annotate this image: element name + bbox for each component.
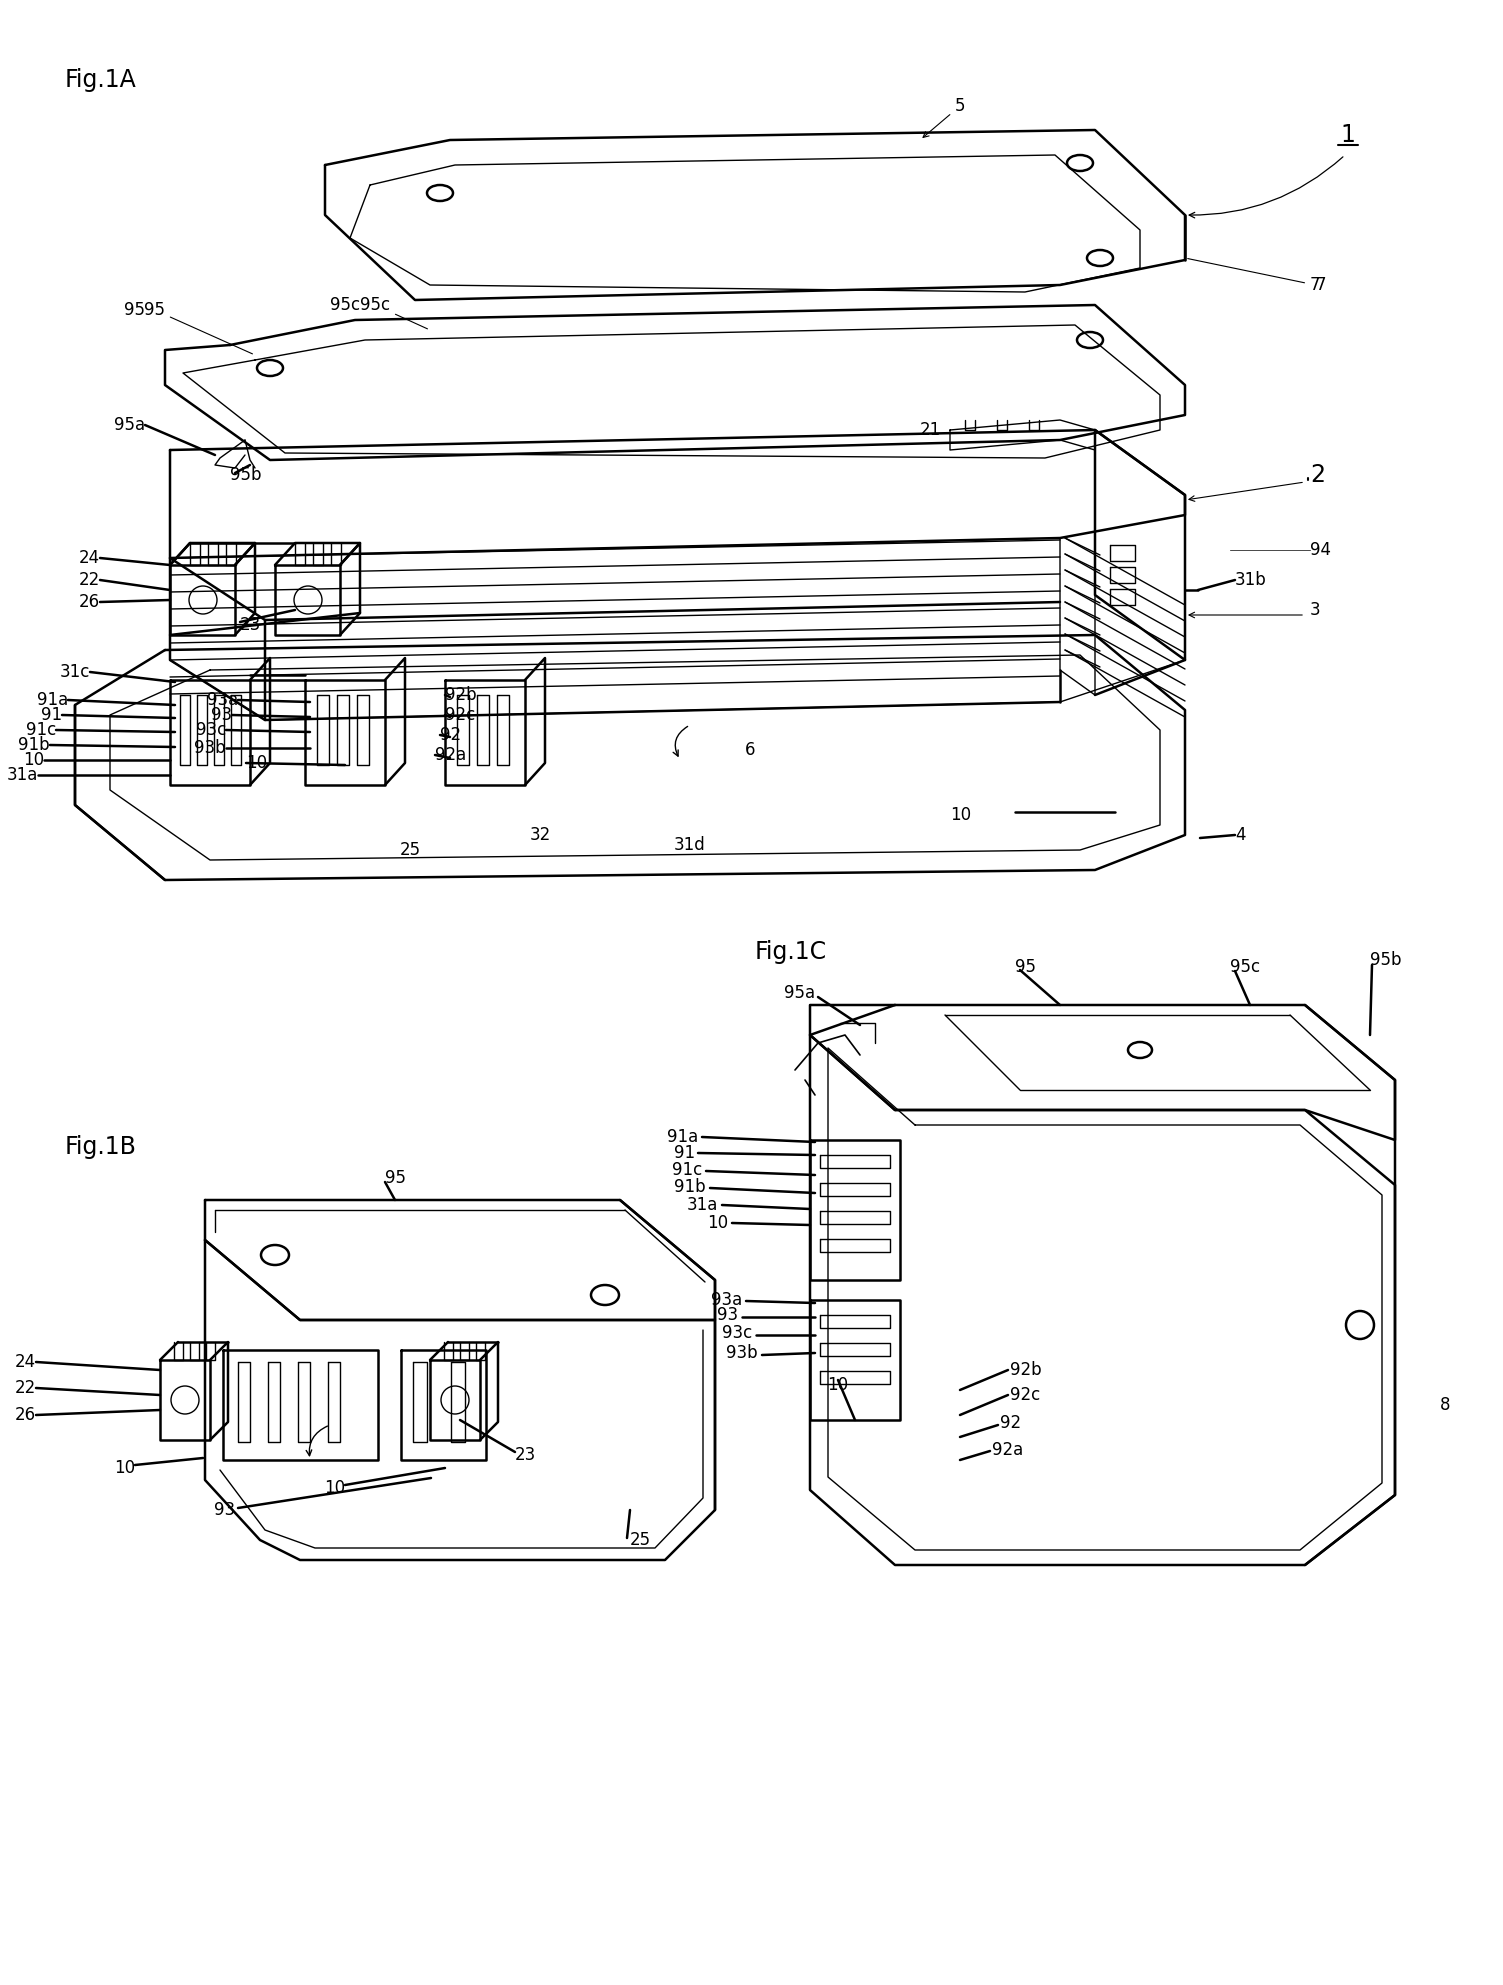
Text: 91c: 91c [672, 1161, 702, 1179]
Text: 25: 25 [630, 1530, 651, 1548]
Text: 31a: 31a [6, 766, 38, 784]
Text: 10: 10 [23, 750, 44, 768]
Text: 91b: 91b [18, 736, 50, 754]
Text: 10: 10 [950, 806, 971, 824]
Text: 10: 10 [706, 1215, 727, 1233]
Text: 31a: 31a [687, 1197, 718, 1215]
Text: 3: 3 [1311, 601, 1321, 619]
Text: 95c: 95c [361, 296, 427, 330]
Text: 93a: 93a [207, 691, 237, 709]
Text: 93b: 93b [194, 738, 225, 756]
Text: 10: 10 [323, 1479, 346, 1497]
Text: 93a: 93a [711, 1290, 742, 1308]
Text: 95b: 95b [1371, 951, 1401, 969]
Text: 93c: 93c [195, 721, 225, 738]
Text: 4: 4 [1235, 826, 1246, 844]
Text: 92c: 92c [445, 707, 475, 725]
Text: 24: 24 [78, 550, 101, 568]
Text: 91c: 91c [26, 721, 56, 738]
Text: 91: 91 [41, 707, 62, 725]
Text: 7: 7 [1187, 258, 1321, 294]
Text: 22: 22 [15, 1380, 36, 1397]
Text: 22: 22 [78, 572, 101, 590]
Text: 92c: 92c [1010, 1386, 1040, 1403]
Text: 26: 26 [15, 1405, 36, 1423]
Text: 10: 10 [246, 754, 268, 772]
Text: 93: 93 [717, 1306, 738, 1324]
Text: 23: 23 [240, 615, 262, 633]
Text: 95: 95 [144, 302, 253, 353]
Text: 23: 23 [516, 1445, 537, 1465]
Text: 2: 2 [1311, 463, 1326, 486]
Text: 95a: 95a [114, 417, 144, 435]
Text: 95c: 95c [329, 296, 361, 314]
Text: 91b: 91b [675, 1177, 706, 1197]
Text: 91a: 91a [36, 691, 68, 709]
Text: 31b: 31b [1235, 572, 1267, 590]
Text: 31d: 31d [675, 836, 706, 854]
Text: 92b: 92b [445, 687, 476, 705]
Text: 94: 94 [1311, 542, 1332, 560]
Text: 5: 5 [923, 97, 965, 137]
Text: 32: 32 [529, 826, 550, 844]
Text: 93: 93 [210, 707, 231, 725]
Text: 21: 21 [920, 421, 941, 439]
Text: 95: 95 [125, 302, 144, 320]
Text: 95: 95 [1015, 959, 1036, 977]
Text: 92a: 92a [992, 1441, 1024, 1459]
Text: 92b: 92b [1010, 1362, 1042, 1380]
Text: 91a: 91a [667, 1127, 697, 1145]
Text: 8: 8 [1440, 1395, 1450, 1413]
Text: 25: 25 [400, 842, 421, 860]
Text: 91: 91 [673, 1143, 694, 1161]
Text: 95b: 95b [230, 466, 262, 484]
Text: 95: 95 [385, 1169, 406, 1187]
Text: 95c: 95c [1229, 959, 1260, 977]
Text: 10: 10 [114, 1459, 135, 1477]
Text: 26: 26 [78, 594, 101, 611]
Text: 31c: 31c [60, 663, 90, 681]
Text: 24: 24 [15, 1354, 36, 1372]
Text: 92: 92 [440, 727, 461, 744]
Text: Fig.1A: Fig.1A [65, 67, 137, 91]
Text: 93b: 93b [726, 1344, 758, 1362]
Text: 1: 1 [1341, 123, 1354, 147]
Text: Fig.1C: Fig.1C [755, 941, 827, 965]
Text: 6: 6 [745, 740, 756, 758]
Text: 92a: 92a [434, 746, 466, 764]
Text: 93c: 93c [721, 1324, 752, 1342]
Text: 10: 10 [828, 1376, 849, 1393]
Text: 93: 93 [213, 1501, 234, 1519]
Text: Fig.1B: Fig.1B [65, 1135, 137, 1159]
Text: 92: 92 [999, 1413, 1021, 1431]
Text: 7: 7 [1317, 276, 1327, 294]
Text: 95a: 95a [785, 985, 815, 1002]
